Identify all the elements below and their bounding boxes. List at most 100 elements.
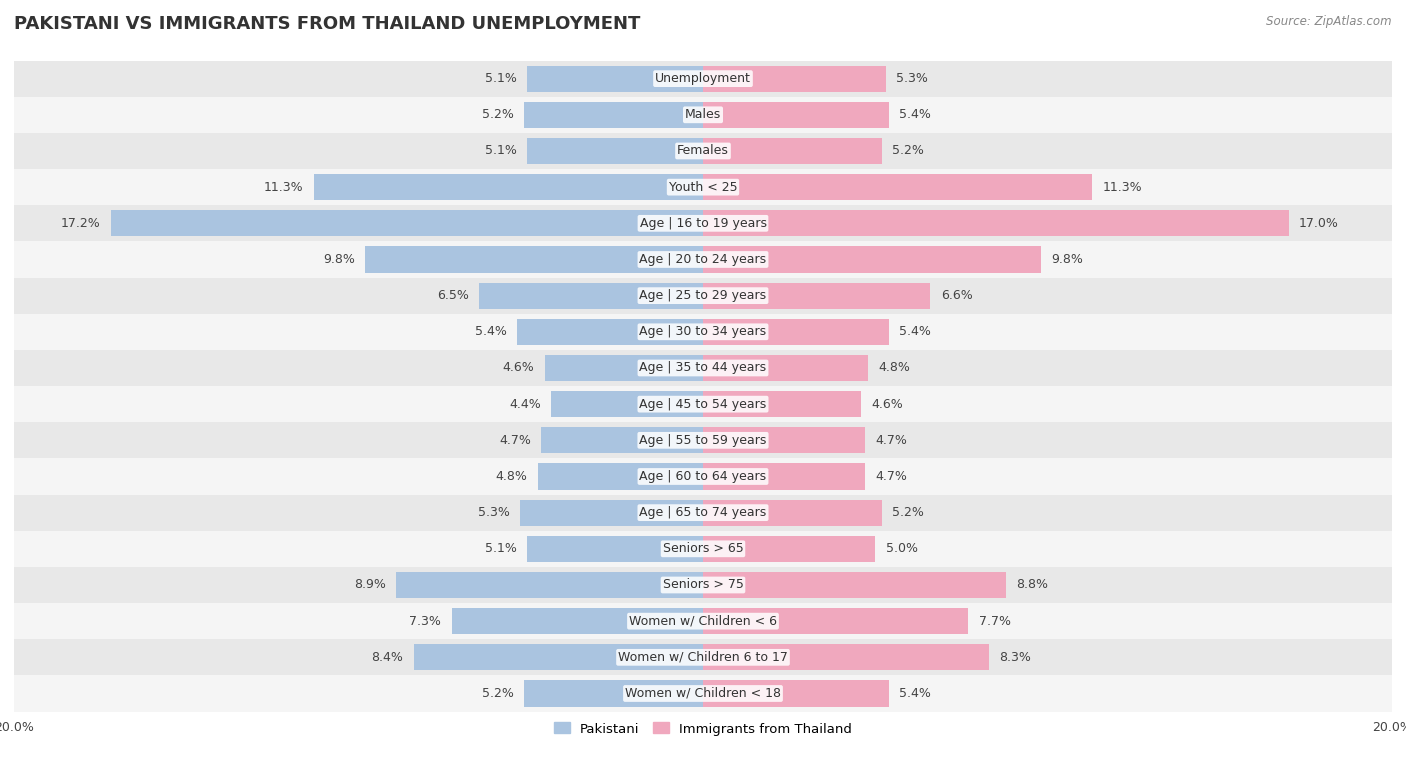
Bar: [14, 97, 1392, 133]
Bar: [524, 101, 703, 128]
Bar: [14, 169, 1392, 205]
Text: 7.3%: 7.3%: [409, 615, 441, 628]
Text: Unemployment: Unemployment: [655, 72, 751, 85]
Bar: [111, 210, 703, 236]
Bar: [703, 500, 882, 525]
Bar: [14, 459, 1392, 494]
Text: Women w/ Children 6 to 17: Women w/ Children 6 to 17: [619, 651, 787, 664]
Bar: [14, 241, 1392, 278]
Bar: [14, 350, 1392, 386]
Text: 5.1%: 5.1%: [485, 72, 517, 85]
Text: Age | 65 to 74 years: Age | 65 to 74 years: [640, 506, 766, 519]
Text: 4.8%: 4.8%: [495, 470, 527, 483]
Bar: [527, 536, 703, 562]
Legend: Pakistani, Immigrants from Thailand: Pakistani, Immigrants from Thailand: [548, 717, 858, 741]
Bar: [366, 247, 703, 273]
Text: Seniors > 75: Seniors > 75: [662, 578, 744, 591]
Text: Age | 20 to 24 years: Age | 20 to 24 years: [640, 253, 766, 266]
Bar: [703, 536, 875, 562]
Text: 5.1%: 5.1%: [485, 145, 517, 157]
Bar: [451, 608, 703, 634]
Bar: [14, 205, 1392, 241]
Text: 5.2%: 5.2%: [893, 145, 924, 157]
Bar: [413, 644, 703, 671]
Text: Age | 55 to 59 years: Age | 55 to 59 years: [640, 434, 766, 447]
Text: 4.7%: 4.7%: [875, 470, 907, 483]
Text: Age | 45 to 54 years: Age | 45 to 54 years: [640, 397, 766, 410]
Text: Age | 35 to 44 years: Age | 35 to 44 years: [640, 362, 766, 375]
Bar: [314, 174, 703, 200]
Text: 4.7%: 4.7%: [875, 434, 907, 447]
Bar: [703, 174, 1092, 200]
Text: 5.0%: 5.0%: [886, 542, 918, 556]
Bar: [14, 531, 1392, 567]
Bar: [703, 608, 969, 634]
Text: 5.4%: 5.4%: [475, 326, 506, 338]
Bar: [14, 278, 1392, 313]
Bar: [14, 567, 1392, 603]
Text: 17.2%: 17.2%: [60, 217, 100, 230]
Text: 11.3%: 11.3%: [1102, 181, 1142, 194]
Bar: [14, 61, 1392, 97]
Bar: [479, 282, 703, 309]
Bar: [703, 66, 886, 92]
Text: Seniors > 65: Seniors > 65: [662, 542, 744, 556]
Text: 5.2%: 5.2%: [893, 506, 924, 519]
Bar: [703, 644, 988, 671]
Text: 8.8%: 8.8%: [1017, 578, 1049, 591]
Bar: [537, 463, 703, 490]
Bar: [14, 313, 1392, 350]
Text: Source: ZipAtlas.com: Source: ZipAtlas.com: [1267, 15, 1392, 28]
Bar: [703, 572, 1007, 598]
Text: Youth < 25: Youth < 25: [669, 181, 737, 194]
Bar: [14, 422, 1392, 459]
Text: 8.4%: 8.4%: [371, 651, 404, 664]
Bar: [14, 133, 1392, 169]
Bar: [703, 210, 1289, 236]
Bar: [703, 391, 862, 417]
Bar: [551, 391, 703, 417]
Bar: [520, 500, 703, 525]
Text: 5.2%: 5.2%: [482, 108, 513, 121]
Bar: [703, 138, 882, 164]
Bar: [703, 247, 1040, 273]
Text: Females: Females: [678, 145, 728, 157]
Text: PAKISTANI VS IMMIGRANTS FROM THAILAND UNEMPLOYMENT: PAKISTANI VS IMMIGRANTS FROM THAILAND UN…: [14, 15, 641, 33]
Text: 8.3%: 8.3%: [1000, 651, 1031, 664]
Text: 5.3%: 5.3%: [896, 72, 928, 85]
Bar: [524, 681, 703, 706]
Text: 5.1%: 5.1%: [485, 542, 517, 556]
Text: 5.4%: 5.4%: [900, 326, 931, 338]
Text: 4.6%: 4.6%: [502, 362, 534, 375]
Text: 4.4%: 4.4%: [509, 397, 541, 410]
Bar: [527, 66, 703, 92]
Bar: [14, 639, 1392, 675]
Text: 5.3%: 5.3%: [478, 506, 510, 519]
Bar: [703, 463, 865, 490]
Text: 4.8%: 4.8%: [879, 362, 911, 375]
Bar: [396, 572, 703, 598]
Bar: [544, 355, 703, 381]
Text: 7.7%: 7.7%: [979, 615, 1011, 628]
Bar: [703, 282, 931, 309]
Text: 11.3%: 11.3%: [264, 181, 304, 194]
Text: Women w/ Children < 6: Women w/ Children < 6: [628, 615, 778, 628]
Text: 6.6%: 6.6%: [941, 289, 973, 302]
Bar: [14, 386, 1392, 422]
Bar: [14, 494, 1392, 531]
Bar: [703, 355, 869, 381]
Bar: [14, 603, 1392, 639]
Bar: [703, 427, 865, 453]
Text: Age | 16 to 19 years: Age | 16 to 19 years: [640, 217, 766, 230]
Text: Age | 25 to 29 years: Age | 25 to 29 years: [640, 289, 766, 302]
Text: 9.8%: 9.8%: [1050, 253, 1083, 266]
Text: Age | 30 to 34 years: Age | 30 to 34 years: [640, 326, 766, 338]
Text: 8.9%: 8.9%: [354, 578, 387, 591]
Bar: [703, 319, 889, 345]
Text: 5.2%: 5.2%: [482, 687, 513, 700]
Bar: [703, 681, 889, 706]
Text: 6.5%: 6.5%: [437, 289, 468, 302]
Bar: [541, 427, 703, 453]
Bar: [517, 319, 703, 345]
Text: Age | 60 to 64 years: Age | 60 to 64 years: [640, 470, 766, 483]
